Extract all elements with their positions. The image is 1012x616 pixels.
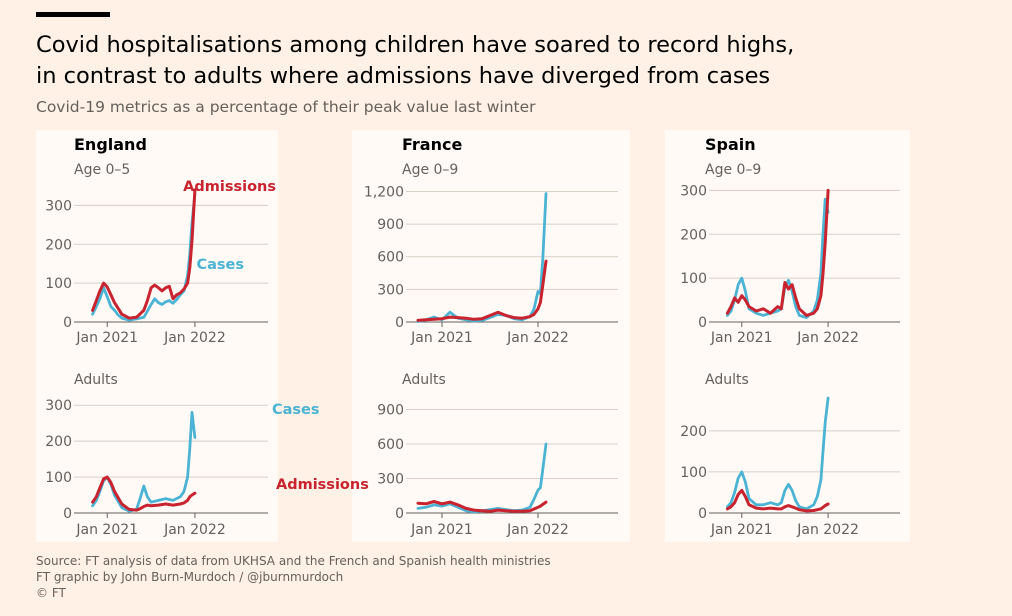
y-tick-label-spain-children-0: 0 (698, 315, 707, 331)
series-line-spain-children-admissions (725, 188, 830, 317)
y-tick-label-france-children-1200: 1,200 (364, 184, 404, 200)
y-tick-label-spain-children-300: 300 (680, 183, 707, 199)
y-tick-label-spain-children-200: 200 (680, 227, 707, 243)
chart-england-adults: Adults 0 100 200 300 Jan 2021 Jan 2022 (45, 372, 268, 538)
y-tick-label-france-children-300: 300 (377, 282, 404, 298)
panel-background-3 (665, 130, 910, 542)
y-tick-label-england-children-100: 100 (45, 276, 72, 292)
copyright: © FT (36, 586, 66, 600)
y-tick-label-england-children-300: 300 (45, 198, 72, 214)
panel-group-spain-children: Age 0–9 (705, 162, 761, 178)
x-tick-label-spain-adults-1: Jan 2022 (796, 522, 859, 538)
panel-country-england-children: England (74, 135, 147, 154)
series-line-spain-adults-admissions (725, 488, 830, 513)
ft-top-bar (36, 12, 110, 17)
y-tick-label-england-children-0: 0 (63, 315, 72, 331)
chart-spain-children: Spain Age 0–9 0 100 200 300 Jan 2021 Jan 2022 (680, 135, 900, 346)
x-tick-label-spain-adults-0: Jan 2021 (710, 522, 773, 538)
chart-title-line-2: in contrast to adults where admissions h… (36, 63, 771, 89)
y-tick-label-england-adults-0: 0 (63, 506, 72, 522)
chart-title-line-1: Covid hospitalisations among children ha… (36, 32, 795, 58)
series-line-england-adults-admissions (91, 475, 197, 512)
chart-england-children: England Age 0–5 0 100 200 300 Jan 2021 Jan 2022 (45, 135, 268, 346)
x-tick-label-spain-children-0: Jan 2021 (710, 330, 773, 346)
panel-group-france-children: Age 0–9 (402, 162, 458, 178)
y-tick-label-france-children-600: 600 (377, 250, 404, 266)
series-line-england-children-admissions (91, 188, 197, 320)
y-tick-label-france-children-0: 0 (395, 315, 404, 331)
y-tick-label-england-adults-300: 300 (45, 398, 72, 414)
series-line-france-children-admissions (416, 259, 548, 322)
panel-background-1 (36, 130, 278, 542)
x-tick-label-spain-children-1: Jan 2022 (796, 330, 859, 346)
x-tick-label-england-children-1: Jan 2022 (163, 330, 226, 346)
y-tick-label-spain-adults-200: 200 (680, 424, 707, 440)
y-tick-label-france-adults-900: 900 (377, 403, 404, 419)
series-label-england-children-cases: Cases (196, 257, 244, 273)
y-tick-label-spain-children-100: 100 (680, 271, 707, 287)
x-tick-label-england-adults-1: Jan 2022 (163, 522, 226, 538)
series-line-france-adults-cases (416, 442, 548, 514)
series-label-england-children-admissions: Admissions (183, 179, 276, 195)
x-tick-label-england-adults-0: Jan 2021 (75, 522, 138, 538)
y-tick-label-spain-adults-100: 100 (680, 465, 707, 481)
x-tick-label-france-children-1: Jan 2022 (506, 330, 569, 346)
x-tick-label-france-children-0: Jan 2021 (410, 330, 473, 346)
panel-group-france-adults: Adults (402, 372, 446, 388)
y-tick-label-france-adults-0: 0 (395, 506, 404, 522)
panel-country-spain-children: Spain (705, 135, 756, 154)
panel-group-england-children: Age 0–5 (74, 162, 130, 178)
panel-group-spain-adults: Adults (705, 372, 749, 388)
y-tick-label-france-children-900: 900 (377, 217, 404, 233)
y-tick-label-france-adults-300: 300 (377, 472, 404, 488)
chart-subtitle: Covid-19 metrics as a percentage of thei… (36, 98, 536, 116)
series-line-spain-adults-cases (726, 396, 830, 511)
series-label-england-adults-cases: Cases (272, 402, 320, 418)
source-note: Source: FT analysis of data from UKHSA a… (36, 554, 551, 568)
chart-france-adults: Adults 0 300 600 900 Jan 2021 Jan 2022 (377, 372, 618, 538)
y-tick-label-england-children-200: 200 (45, 237, 72, 253)
x-tick-label-france-adults-0: Jan 2021 (410, 522, 473, 538)
x-tick-label-england-children-0: Jan 2021 (75, 330, 138, 346)
panel-group-england-adults: Adults (74, 372, 118, 388)
y-tick-label-england-adults-200: 200 (45, 434, 72, 450)
panel-background-2 (352, 130, 630, 542)
panel-country-france-children: France (402, 135, 462, 154)
footer: Source: FT analysis of data from UKHSA a… (36, 553, 551, 601)
y-tick-label-france-adults-600: 600 (377, 437, 404, 453)
y-tick-label-england-adults-100: 100 (45, 470, 72, 486)
graphic-credit: FT graphic by John Burn-Murdoch / @jburn… (36, 570, 344, 584)
chart-france-children: France Age 0–9 0 300 600 900 1,200 Jan 2021 Jan … (364, 135, 618, 346)
x-tick-label-france-adults-1: Jan 2022 (506, 522, 569, 538)
series-line-france-adults-admissions (416, 500, 548, 513)
chart-spain-adults: Adults 0 100 200 Jan 2021 Jan 2022 (680, 372, 900, 538)
chart-title: Covid hospitalisations among children ha… (36, 30, 996, 92)
series-label-england-adults-admissions: Admissions (276, 477, 369, 493)
y-tick-label-spain-adults-0: 0 (698, 506, 707, 522)
